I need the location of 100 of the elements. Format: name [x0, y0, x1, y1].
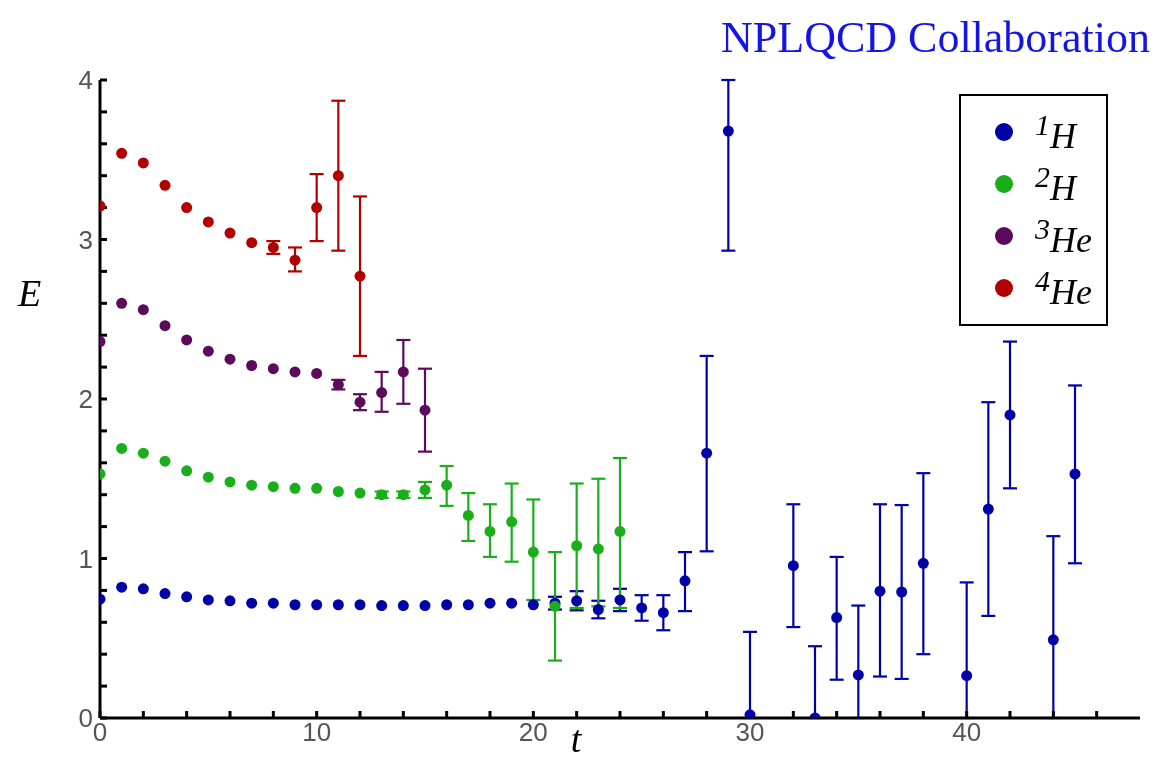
point: [484, 525, 496, 537]
point: [137, 447, 149, 459]
point: [159, 320, 171, 332]
point: [571, 595, 583, 607]
point: [137, 583, 149, 595]
legend-label: $^{3}$He: [1035, 211, 1092, 261]
point: [202, 471, 214, 483]
point: [831, 612, 843, 624]
chart-title: NPLQCD Collaboration: [721, 12, 1150, 63]
point: [202, 345, 214, 357]
point: [614, 525, 626, 537]
y-tick-label: 3: [78, 224, 93, 255]
point: [267, 597, 279, 609]
point: [246, 360, 258, 372]
point: [311, 202, 323, 214]
legend-label: $^{1}$H: [1035, 107, 1077, 157]
point: [289, 599, 301, 611]
point: [246, 237, 258, 249]
point: [701, 447, 713, 459]
point: [354, 487, 366, 499]
point: [116, 581, 128, 593]
point: [376, 489, 388, 501]
point: [679, 575, 691, 587]
point: [267, 363, 279, 375]
x-tick-label: 20: [518, 717, 548, 748]
point: [246, 479, 258, 491]
point: [376, 600, 388, 612]
point: [462, 599, 474, 611]
x-axis-title: t: [570, 718, 582, 760]
point: [636, 602, 648, 614]
x-tick-label: 10: [302, 717, 332, 748]
point: [896, 586, 908, 598]
point: [917, 557, 929, 569]
point: [506, 516, 518, 528]
legend-label: $^{4}$He: [1035, 263, 1092, 313]
point: [961, 670, 973, 682]
point: [311, 482, 323, 494]
point: [614, 594, 626, 606]
point: [224, 595, 236, 607]
point: [224, 476, 236, 488]
point: [289, 482, 301, 494]
point: [181, 591, 193, 603]
point: [787, 560, 799, 572]
point: [441, 599, 453, 611]
point: [506, 597, 518, 609]
point: [311, 367, 323, 379]
point: [527, 546, 539, 558]
point: [332, 170, 344, 182]
point: [376, 387, 388, 399]
point: [159, 179, 171, 191]
point: [484, 597, 496, 609]
point: [1047, 634, 1059, 646]
point: [874, 585, 886, 597]
point: [181, 202, 193, 214]
y-tick-label: 2: [78, 384, 93, 415]
point: [289, 254, 301, 266]
point: [137, 157, 149, 169]
point: [397, 366, 409, 378]
point: [1004, 409, 1016, 421]
x-tick-label: 40: [952, 717, 982, 748]
y-axis-title: E: [18, 271, 42, 316]
point: [202, 594, 214, 606]
point: [397, 600, 409, 612]
y-tick-label: 4: [78, 65, 93, 96]
point: [116, 442, 128, 454]
point: [1069, 468, 1081, 480]
point: [224, 227, 236, 239]
point: [354, 270, 366, 282]
point: [159, 588, 171, 600]
point: [722, 125, 734, 137]
legend-label: $^{2}$H: [1035, 159, 1077, 209]
point: [419, 484, 431, 496]
point: [592, 604, 604, 616]
point: [311, 599, 323, 611]
point: [202, 216, 214, 228]
point: [159, 455, 171, 467]
point: [332, 599, 344, 611]
point: [181, 465, 193, 477]
point: [527, 599, 539, 611]
point: [116, 297, 128, 309]
point: [224, 353, 236, 365]
point: [137, 304, 149, 316]
point: [397, 489, 409, 501]
point: [852, 669, 864, 681]
point: [289, 366, 301, 378]
point: [592, 543, 604, 555]
point: [462, 509, 474, 521]
point: [332, 486, 344, 498]
point: [354, 599, 366, 611]
y-tick-label: 1: [78, 543, 93, 574]
point: [657, 607, 669, 619]
point: [181, 334, 193, 346]
point: [982, 503, 994, 515]
point: [354, 396, 366, 408]
x-tick-label: 30: [735, 717, 765, 748]
point: [246, 597, 258, 609]
point: [744, 709, 756, 718]
point: [419, 600, 431, 612]
point: [441, 479, 453, 491]
point: [571, 540, 583, 552]
